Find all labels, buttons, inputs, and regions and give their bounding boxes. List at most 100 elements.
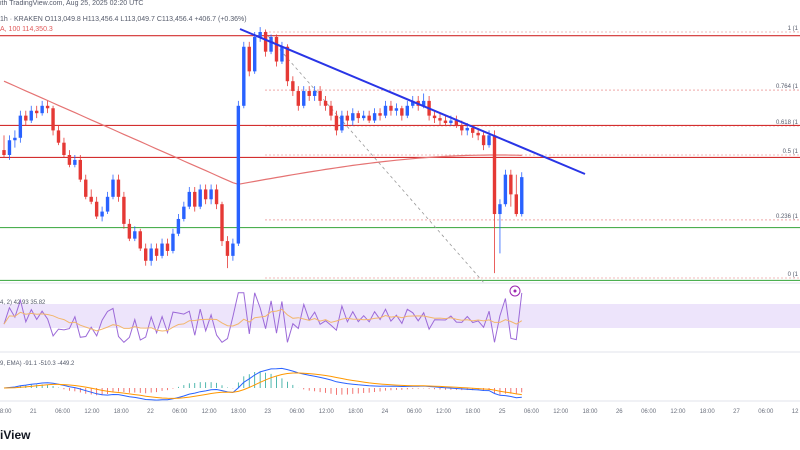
time-tick-label: 18:00 <box>231 409 247 415</box>
candle <box>269 34 273 55</box>
rsi-legend: 4, 2) 42.93 35.82 <box>0 300 46 306</box>
candle <box>214 184 219 210</box>
candle <box>116 174 121 202</box>
candle <box>400 105 404 121</box>
candle <box>302 86 306 109</box>
candle <box>29 105 33 124</box>
candle <box>405 100 409 119</box>
fib-level-label: 0.764 (1 <box>776 84 799 90</box>
candle <box>35 105 39 119</box>
time-tick-label: 12:00 <box>553 409 569 415</box>
candle <box>203 184 208 205</box>
time-tick-label: 18:00 <box>348 409 364 415</box>
macd-signal-line <box>3 372 522 399</box>
time-tick-label: 06:00 <box>172 409 188 415</box>
candle <box>220 201 224 247</box>
candle <box>122 191 126 229</box>
candle <box>263 29 268 57</box>
fib-level-label: 0.236 (1 <box>776 214 799 220</box>
candle <box>481 130 486 151</box>
candle <box>356 110 360 124</box>
candle <box>89 189 93 205</box>
candle <box>24 110 28 126</box>
chart-source-line: ith TradingView.com, Aug 25, 2025 02:20 … <box>0 0 144 7</box>
candle <box>165 238 170 256</box>
candle <box>340 110 344 133</box>
tradingview-brand: iView <box>0 428 31 442</box>
time-tick-label: 21 <box>30 409 37 415</box>
macd-legend: 9, EMA) -91.1 -510.3 -449.2 <box>0 361 75 367</box>
time-tick-label: 23 <box>264 409 271 415</box>
candle <box>105 191 110 215</box>
time-tick-label: 18:00 <box>114 409 130 415</box>
fibonacci-retracement-diagonal <box>267 35 486 285</box>
candle <box>209 184 213 205</box>
rsi-pane <box>0 282 800 343</box>
candle <box>127 218 132 242</box>
candle <box>334 110 339 136</box>
candle <box>73 155 77 168</box>
symbol-ohlc-line: 1h · KRAKEN O113,049.8 H113,456.4 L113,0… <box>0 16 247 23</box>
candle <box>176 214 181 237</box>
candle <box>514 174 518 217</box>
candle <box>383 100 388 119</box>
time-tick-label: 26 <box>616 409 623 415</box>
candle <box>236 100 241 247</box>
candle <box>389 100 393 116</box>
time-tick-label: 25 <box>499 409 506 415</box>
rsi-signal-line <box>3 308 523 332</box>
candle <box>56 125 61 146</box>
candle <box>454 115 459 128</box>
candle <box>94 196 99 219</box>
candle <box>498 199 502 254</box>
candle <box>492 130 497 274</box>
descending-trend-line[interactable] <box>239 28 586 175</box>
time-tick-label: 12:00 <box>319 409 335 415</box>
candle <box>78 155 82 183</box>
time-tick-label: 06:00 <box>524 409 540 415</box>
candle <box>242 41 246 109</box>
candle <box>247 41 251 77</box>
candle <box>307 86 311 101</box>
candle <box>362 110 366 121</box>
rsi-band <box>0 304 800 328</box>
time-tick-label: 06:00 <box>289 409 305 415</box>
candle <box>258 27 262 42</box>
moving-average-line <box>3 80 522 185</box>
candle <box>182 201 186 222</box>
time-tick-label: 12:00 <box>202 409 218 415</box>
fib-level-label: 0.618 (1 <box>776 120 799 126</box>
candle <box>345 110 350 126</box>
candle <box>154 243 159 261</box>
time-tick-label: 12:00 <box>670 409 686 415</box>
macd-line <box>3 367 522 401</box>
candle <box>225 236 230 269</box>
candle <box>351 108 355 126</box>
candle <box>329 100 333 121</box>
fib-level-label: 0 (1 <box>788 272 799 278</box>
candle <box>111 174 115 200</box>
time-tick-label: 12:00 <box>436 409 452 415</box>
candle <box>51 105 55 136</box>
candle <box>253 32 257 74</box>
candle <box>520 172 524 217</box>
crosshair-dot-icon <box>513 289 517 293</box>
time-tick-label: 24 <box>382 409 389 415</box>
time-tick-label: 22 <box>147 409 154 415</box>
candle <box>144 243 148 266</box>
candle <box>394 103 399 116</box>
time-tick-label: 27 <box>733 409 740 415</box>
candle <box>372 108 377 124</box>
time-axis: 18:00 21 06:00 12:00 18:00 22 06:00 12:00 18:00 2… <box>0 400 800 415</box>
candle <box>13 130 17 148</box>
candle <box>138 228 142 251</box>
candle <box>509 169 513 207</box>
crosshair-marker-icon[interactable] <box>509 285 521 297</box>
candle <box>367 110 371 124</box>
candle <box>503 169 508 207</box>
candle <box>40 100 44 116</box>
candle <box>171 228 175 254</box>
candle <box>285 44 290 87</box>
candle <box>18 110 23 143</box>
